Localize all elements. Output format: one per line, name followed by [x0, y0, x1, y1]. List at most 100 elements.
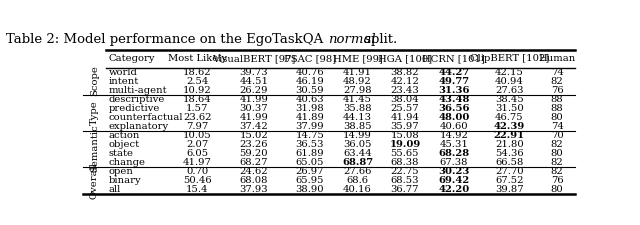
Text: 40.76: 40.76: [296, 68, 324, 76]
Text: 59.20: 59.20: [239, 149, 268, 158]
Text: 27.63: 27.63: [495, 86, 524, 94]
Text: Most Likely: Most Likely: [168, 54, 227, 63]
Text: all: all: [109, 185, 121, 194]
Text: 44.27: 44.27: [438, 68, 470, 76]
Text: 23.26: 23.26: [239, 140, 268, 149]
Text: 80: 80: [551, 112, 564, 122]
Text: 80: 80: [551, 185, 564, 194]
Text: binary: binary: [109, 176, 141, 185]
Text: 45.31: 45.31: [440, 140, 468, 149]
Text: open: open: [109, 167, 134, 176]
Text: 61.89: 61.89: [296, 149, 324, 158]
Text: 42.15: 42.15: [495, 68, 524, 76]
Text: Semantic: Semantic: [90, 125, 99, 173]
Text: intent: intent: [109, 76, 139, 86]
Text: 27.70: 27.70: [495, 167, 524, 176]
Text: 41.99: 41.99: [239, 94, 268, 104]
Text: 39.87: 39.87: [495, 185, 524, 194]
Text: 82: 82: [551, 167, 564, 176]
Text: Scope: Scope: [90, 66, 99, 97]
Text: 14.99: 14.99: [343, 130, 372, 140]
Text: 36.05: 36.05: [343, 140, 372, 149]
Text: 37.93: 37.93: [239, 185, 268, 194]
Text: 2.07: 2.07: [186, 140, 208, 149]
Text: 68.27: 68.27: [239, 158, 268, 167]
Text: 66.58: 66.58: [495, 158, 524, 167]
Text: 50.46: 50.46: [183, 176, 211, 185]
Text: action: action: [109, 130, 140, 140]
Text: 74: 74: [551, 68, 564, 76]
Text: 65.95: 65.95: [296, 176, 324, 185]
Text: 82: 82: [551, 76, 564, 86]
Text: 36.56: 36.56: [438, 104, 470, 112]
Text: HME [99]: HME [99]: [333, 54, 383, 63]
Text: 39.73: 39.73: [239, 68, 268, 76]
Text: 68.6: 68.6: [346, 176, 369, 185]
Text: state: state: [109, 149, 134, 158]
Text: 10.05: 10.05: [183, 130, 212, 140]
Text: Overall: Overall: [90, 162, 99, 199]
Text: 15.4: 15.4: [186, 185, 209, 194]
Text: 14.92: 14.92: [440, 130, 468, 140]
Text: 23.43: 23.43: [390, 86, 419, 94]
Text: 80: 80: [551, 149, 564, 158]
Text: 65.05: 65.05: [296, 158, 324, 167]
Text: normal: normal: [328, 33, 376, 45]
Text: 10.92: 10.92: [183, 86, 212, 94]
Text: 36.53: 36.53: [296, 140, 324, 149]
Text: 44.13: 44.13: [343, 112, 372, 122]
Text: change: change: [109, 158, 146, 167]
Text: split.: split.: [360, 33, 397, 45]
Text: counterfactual: counterfactual: [109, 112, 183, 122]
Text: 38.04: 38.04: [390, 94, 419, 104]
Text: 42.12: 42.12: [390, 76, 419, 86]
Text: 49.77: 49.77: [438, 76, 470, 86]
Text: Category: Category: [109, 54, 156, 63]
Text: 0.70: 0.70: [186, 167, 208, 176]
Text: 22.75: 22.75: [390, 167, 419, 176]
Text: multi-agent: multi-agent: [109, 86, 168, 94]
Text: 26.29: 26.29: [239, 86, 268, 94]
Text: 69.42: 69.42: [438, 176, 470, 185]
Text: 38.82: 38.82: [390, 68, 419, 76]
Text: 67.52: 67.52: [495, 176, 524, 185]
Text: 30.59: 30.59: [296, 86, 324, 94]
Text: 7.97: 7.97: [186, 122, 208, 130]
Text: 27.66: 27.66: [343, 167, 372, 176]
Text: object: object: [109, 140, 140, 149]
Text: 76: 76: [551, 86, 563, 94]
Text: 30.37: 30.37: [239, 104, 268, 112]
Text: ClipBERT [102]: ClipBERT [102]: [470, 54, 549, 63]
Text: 74: 74: [551, 122, 564, 130]
Text: 25.57: 25.57: [390, 104, 419, 112]
Text: 76: 76: [551, 176, 563, 185]
Text: 15.08: 15.08: [390, 130, 419, 140]
Text: 63.44: 63.44: [343, 149, 372, 158]
Text: 41.94: 41.94: [390, 112, 419, 122]
Text: 88: 88: [551, 104, 564, 112]
Text: 68.87: 68.87: [342, 158, 373, 167]
Text: 14.75: 14.75: [296, 130, 324, 140]
Text: 46.19: 46.19: [296, 76, 324, 86]
Text: 40.16: 40.16: [343, 185, 372, 194]
Text: 30.23: 30.23: [438, 167, 470, 176]
Text: 40.94: 40.94: [495, 76, 524, 86]
Text: 55.65: 55.65: [390, 149, 419, 158]
Text: 37.42: 37.42: [239, 122, 268, 130]
Text: 43.48: 43.48: [438, 94, 470, 104]
Text: 40.60: 40.60: [440, 122, 468, 130]
Text: 27.98: 27.98: [343, 86, 372, 94]
Text: 41.99: 41.99: [239, 112, 268, 122]
Text: 1.57: 1.57: [186, 104, 209, 112]
Text: 46.75: 46.75: [495, 112, 524, 122]
Text: 26.97: 26.97: [296, 167, 324, 176]
Text: Table 2: Model performance on the EgoTaskQA: Table 2: Model performance on the EgoTas…: [6, 33, 328, 45]
Text: Human: Human: [539, 54, 576, 63]
Text: 24.62: 24.62: [239, 167, 268, 176]
Text: 41.97: 41.97: [182, 158, 212, 167]
Text: 40.63: 40.63: [296, 94, 324, 104]
Text: HCRN [101]: HCRN [101]: [422, 54, 485, 63]
Text: 18.64: 18.64: [183, 94, 212, 104]
Text: 68.53: 68.53: [390, 176, 419, 185]
Text: explanatory: explanatory: [109, 122, 169, 130]
